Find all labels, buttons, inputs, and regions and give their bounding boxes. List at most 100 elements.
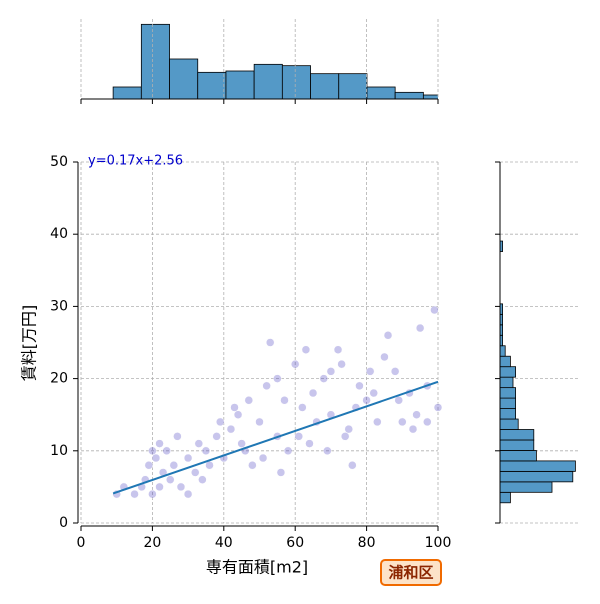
hist-bar <box>281 65 311 100</box>
hist-bar <box>197 71 227 100</box>
hist-bar <box>499 450 537 462</box>
y-tick-label: 20 <box>50 371 68 387</box>
point <box>305 439 314 448</box>
point <box>398 417 407 427</box>
hist-bar <box>140 23 170 100</box>
point <box>148 489 157 499</box>
point <box>340 432 350 441</box>
point <box>233 410 243 419</box>
hist-bar <box>499 366 517 378</box>
point <box>301 345 311 354</box>
point <box>430 305 439 315</box>
point <box>415 323 425 333</box>
hist-bar <box>499 408 517 420</box>
point <box>344 424 353 434</box>
point <box>373 417 382 427</box>
point <box>162 446 171 456</box>
y-tick-label: 10 <box>50 443 68 459</box>
point <box>290 359 300 369</box>
x-tick-label: 60 <box>286 535 304 551</box>
point <box>380 352 389 362</box>
point <box>205 460 214 470</box>
point <box>298 403 307 412</box>
point <box>362 396 371 405</box>
hist-bar <box>499 397 517 409</box>
y-tick-label: 50 <box>50 154 68 170</box>
point <box>176 482 186 492</box>
x-tick-label: 80 <box>358 535 376 551</box>
point <box>394 396 403 405</box>
point <box>173 432 182 441</box>
point <box>308 388 318 398</box>
point <box>226 424 236 434</box>
hist-bar <box>499 491 511 504</box>
point <box>215 417 225 427</box>
point <box>169 460 179 470</box>
hist-bar <box>169 58 199 100</box>
point <box>212 432 221 441</box>
point <box>355 381 364 391</box>
hist-bar <box>338 73 368 100</box>
hist-bar <box>499 376 514 389</box>
point <box>273 374 282 383</box>
point <box>283 446 293 456</box>
point <box>198 475 207 484</box>
hist-bar <box>112 86 142 100</box>
hist-bar <box>499 460 576 472</box>
point <box>201 446 211 456</box>
point <box>276 468 286 477</box>
hist-bar <box>499 481 553 493</box>
point <box>348 460 357 470</box>
hist-bar <box>422 94 438 100</box>
point <box>408 424 418 434</box>
point <box>258 453 268 463</box>
hist-bar <box>499 355 511 368</box>
hist-bar <box>253 63 283 100</box>
regression-line <box>112 380 439 495</box>
point <box>294 432 304 441</box>
y-tick-label: 40 <box>50 226 68 242</box>
point <box>190 468 200 477</box>
point <box>326 367 336 376</box>
point <box>265 338 275 347</box>
y-tick-label: 30 <box>50 298 68 314</box>
point <box>230 403 239 412</box>
hist-bar <box>499 418 519 430</box>
point <box>423 417 432 427</box>
point <box>183 489 193 499</box>
point <box>248 460 257 470</box>
point <box>412 410 421 419</box>
point <box>280 396 289 405</box>
hist-bar <box>394 91 424 100</box>
badge: 浦和区 <box>388 564 433 582</box>
hist-bar <box>499 470 574 483</box>
hist-bar <box>366 86 396 100</box>
hist-bar <box>310 73 340 100</box>
point <box>383 331 393 340</box>
point <box>130 489 139 499</box>
point <box>155 482 164 492</box>
point <box>244 396 254 405</box>
x-tick-label: 20 <box>143 535 161 551</box>
regression-label: y=0.17x+2.56 <box>88 154 183 169</box>
y-axis-label: 賃料[万円] <box>20 305 39 382</box>
point <box>319 374 329 383</box>
point <box>369 388 378 398</box>
x-tick-label: 100 <box>425 535 452 551</box>
point <box>237 439 246 448</box>
point <box>255 417 264 427</box>
point <box>333 345 343 354</box>
hist-bar <box>499 345 506 357</box>
point <box>194 439 204 448</box>
point <box>155 439 164 448</box>
badge-box <box>380 559 442 586</box>
point <box>337 359 346 369</box>
point <box>365 367 375 376</box>
x-tick-label: 0 <box>77 535 86 551</box>
point <box>166 475 175 484</box>
hist-bar <box>499 439 535 451</box>
hist-bar <box>225 70 255 100</box>
point <box>148 446 157 456</box>
x-tick-label: 40 <box>215 535 233 551</box>
